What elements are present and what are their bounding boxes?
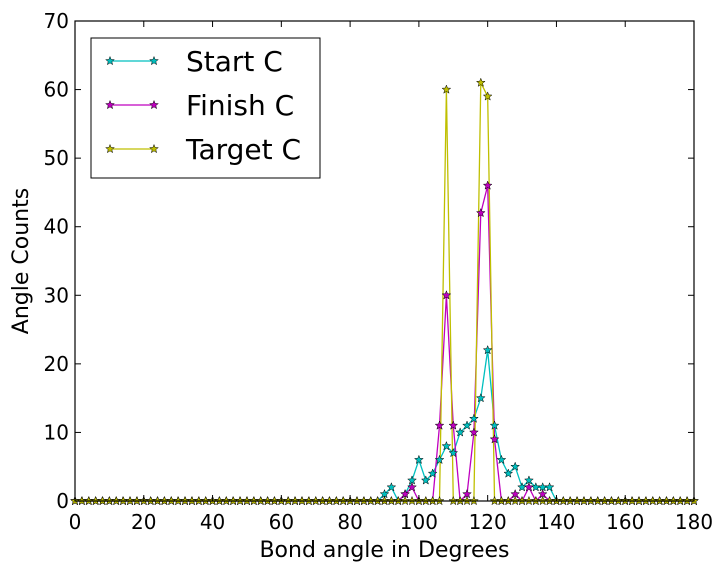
data-point <box>434 454 445 465</box>
x-tick-label: 140 <box>537 510 575 534</box>
data-point <box>448 420 459 430</box>
x-tick-label: 20 <box>131 510 156 534</box>
data-point <box>489 434 500 444</box>
x-tick-label: 0 <box>69 510 82 534</box>
x-tick-label: 160 <box>606 510 644 534</box>
data-point <box>441 290 452 300</box>
y-tick-label: 20 <box>44 352 69 376</box>
data-point <box>475 392 486 403</box>
data-point <box>482 180 493 190</box>
data-point <box>475 207 486 218</box>
data-point <box>441 84 452 94</box>
y-tick-label: 10 <box>44 420 69 444</box>
axis-ticks: 0 20 40 60 80 100 120 140 160 180 0 10 20 30 40 50 60 70 <box>44 9 714 534</box>
y-tick-label: 30 <box>44 283 69 307</box>
series-line-0 <box>75 350 694 503</box>
legend-marker <box>105 143 115 154</box>
series-line-1 <box>75 185 694 503</box>
data-point <box>475 77 486 87</box>
data-point <box>468 413 479 423</box>
data-point <box>544 482 555 492</box>
x-tick-label: 100 <box>400 510 438 534</box>
data-point <box>468 427 479 437</box>
x-tick-label: 60 <box>269 510 294 534</box>
y-tick-label: 60 <box>44 78 69 102</box>
y-tick-label: 50 <box>44 146 69 170</box>
data-point <box>386 482 397 492</box>
plot-area <box>74 20 695 502</box>
data-point <box>455 427 466 437</box>
y-tick-label: 0 <box>56 489 69 513</box>
data-point <box>489 420 500 430</box>
data-point <box>523 482 534 492</box>
data-point <box>496 454 507 465</box>
x-tick-label: 40 <box>200 510 225 534</box>
data-point <box>427 468 438 478</box>
x-axis-title: Bond angle in Degrees <box>259 538 509 563</box>
legend-marker <box>149 143 159 154</box>
y-axis-title: Angle Counts <box>9 188 34 334</box>
data-point <box>482 91 493 101</box>
data-point <box>482 344 493 355</box>
data-point <box>510 461 521 471</box>
data-point <box>503 468 514 478</box>
y-tick-label: 40 <box>44 215 69 239</box>
data-point <box>441 440 452 451</box>
legend-marker <box>149 99 159 110</box>
y-tick-label: 70 <box>44 9 69 33</box>
data-point <box>434 420 445 430</box>
x-tick-label: 80 <box>337 510 362 534</box>
data-point <box>448 447 459 458</box>
legend: Start C Finish C Target C <box>90 37 321 179</box>
data-point <box>413 454 424 465</box>
legend-label: Target C <box>185 133 301 166</box>
data-point <box>462 420 472 430</box>
legend-marker <box>105 99 115 110</box>
legend-label: Start C <box>186 45 283 78</box>
legend-marker <box>105 55 115 66</box>
legend-marker <box>149 55 159 66</box>
x-tick-label: 180 <box>675 510 713 534</box>
data-point <box>420 475 431 485</box>
data-point <box>407 482 417 492</box>
x-tick-label: 120 <box>469 510 507 534</box>
legend-label: Finish C <box>186 89 294 122</box>
